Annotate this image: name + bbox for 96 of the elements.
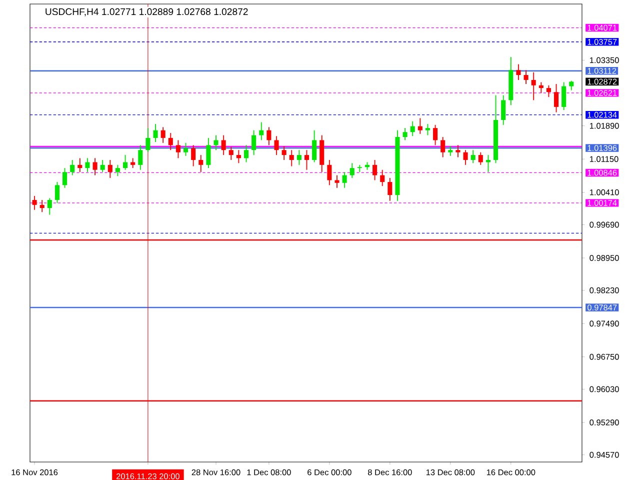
y-tick-label: 0.99690 xyxy=(590,222,619,228)
candlestick xyxy=(334,174,340,188)
ref-line-label: 1.01396 xyxy=(588,145,617,151)
y-tick-label: 0.96030 xyxy=(590,386,619,392)
candlestick xyxy=(456,144,460,158)
candlestick xyxy=(198,154,204,173)
candlestick xyxy=(168,132,173,151)
candlestick xyxy=(146,128,150,153)
candlestick xyxy=(62,168,68,188)
candlestick xyxy=(228,146,234,160)
candlestick xyxy=(176,140,180,159)
candlestick xyxy=(266,126,272,146)
candlestick xyxy=(214,134,218,151)
candlestick xyxy=(85,158,90,173)
ref-line-label: 1.00174 xyxy=(588,200,617,206)
candlestick xyxy=(236,150,241,164)
candlestick xyxy=(47,198,52,216)
candlestick xyxy=(538,82,544,94)
candlestick xyxy=(327,159,332,186)
ref-line-label: 0.97847 xyxy=(588,304,617,310)
x-tick-label: 13 Dec 08:00 xyxy=(426,469,475,476)
candlestick xyxy=(342,172,347,188)
candlestick xyxy=(130,158,136,169)
candlestick xyxy=(184,142,188,156)
y-tick-label: 0.97490 xyxy=(590,320,619,326)
x-tick-label: 28 Nov 16:00 xyxy=(192,469,240,476)
candlestick xyxy=(40,199,44,213)
candlestick xyxy=(425,124,430,136)
ref-line-label: 1.03757 xyxy=(588,38,617,45)
candlestick xyxy=(115,164,120,177)
candlestick xyxy=(296,150,302,166)
x-tick-label: 6 Dec 00:00 xyxy=(308,469,352,476)
candlestick xyxy=(259,122,264,141)
candlestick xyxy=(160,126,166,144)
ref-line-label: 1.02621 xyxy=(588,90,617,96)
candlestick xyxy=(100,159,105,173)
ref-line-label: 1.00846 xyxy=(588,170,617,176)
candlestick xyxy=(350,162,354,178)
candlestick xyxy=(221,134,226,156)
candlestick xyxy=(470,150,476,164)
x-tick-label: 2016.11.23 20:00 xyxy=(116,473,180,480)
candlestick xyxy=(289,150,294,167)
ref-line-label: 1.03112 xyxy=(588,68,616,74)
y-tick-label: 0.94570 xyxy=(590,452,619,458)
candlestick xyxy=(562,82,566,111)
candlestick xyxy=(463,150,468,166)
y-tick-label: 0.96750 xyxy=(590,354,619,360)
candlestick xyxy=(92,158,98,176)
candlestick xyxy=(546,84,551,98)
candlestick xyxy=(516,64,521,80)
candlestick xyxy=(569,80,574,91)
candlestick xyxy=(304,150,310,170)
y-tick-label: 1.03350 xyxy=(590,57,619,64)
candlestick xyxy=(274,136,279,156)
y-tick-label: 0.95290 xyxy=(590,420,619,426)
candlestick xyxy=(70,159,75,176)
y-tick-label: 1.00410 xyxy=(590,189,619,196)
chart-title: USDCHF,H4 1.02771 1.02889 1.02768 1.02872 xyxy=(46,8,248,16)
ref-line-label: 1.02134 xyxy=(588,112,617,118)
candlestick xyxy=(372,159,378,181)
candlestick xyxy=(478,152,483,166)
y-tick-label: 0.98230 xyxy=(590,287,619,294)
candlestick xyxy=(433,124,438,146)
candlestick xyxy=(32,195,37,210)
candlestick xyxy=(123,154,128,170)
x-tick-label: 8 Dec 16:00 xyxy=(368,469,412,476)
y-tick-label: 1.01150 xyxy=(590,156,618,162)
candlestick xyxy=(153,124,158,142)
candlestick xyxy=(410,120,415,137)
x-tick-label: 16 Nov 2016 xyxy=(12,469,58,476)
candlestick xyxy=(54,182,60,204)
text: 1.02872 xyxy=(588,78,617,85)
candlestick xyxy=(282,146,286,160)
candlestick xyxy=(252,130,256,156)
candlestick xyxy=(440,136,446,158)
candlestick xyxy=(78,158,82,173)
candlestick xyxy=(524,70,528,84)
candlestick xyxy=(388,177,392,202)
ref-line-label: 1.04071 xyxy=(588,24,617,31)
candlestick xyxy=(191,144,196,167)
candlestick xyxy=(206,137,211,169)
candlestick xyxy=(531,72,536,101)
candlestick xyxy=(312,130,317,163)
candlestick xyxy=(501,94,506,126)
y-tick-label: 0.98950 xyxy=(590,255,619,261)
candlestick xyxy=(448,146,453,156)
y-tick-label: 1.01890 xyxy=(590,122,619,129)
candlestick xyxy=(138,144,143,170)
candlestick xyxy=(402,128,408,141)
candlestick xyxy=(554,84,559,113)
candlestick xyxy=(418,118,422,134)
candlestick xyxy=(244,144,249,163)
candlestick xyxy=(108,159,112,178)
x-tick-label: 16 Dec 00:00 xyxy=(486,469,536,476)
candlestick xyxy=(380,169,385,186)
x-tick-label: 1 Dec 08:00 xyxy=(247,469,291,476)
